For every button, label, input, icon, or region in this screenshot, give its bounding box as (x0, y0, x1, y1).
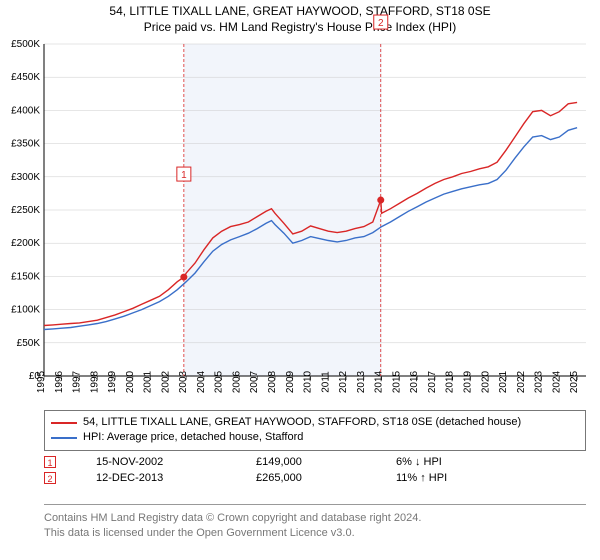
svg-text:£250K: £250K (11, 205, 40, 216)
legend-label-property: 54, LITTLE TIXALL LANE, GREAT HAYWOOD, S… (83, 415, 521, 430)
footer-copyright: Contains HM Land Registry data © Crown c… (44, 511, 586, 526)
chart-area: £0£50K£100K£150K£200K£250K£300K£350K£400… (44, 44, 586, 400)
sale-pct-vs-hpi: 6% ↓ HPI (396, 456, 516, 468)
svg-text:2019: 2019 (462, 370, 473, 393)
chart-title-line1: 54, LITTLE TIXALL LANE, GREAT HAYWOOD, S… (0, 4, 600, 18)
svg-text:2005: 2005 (214, 370, 225, 393)
svg-text:2001: 2001 (143, 370, 154, 393)
svg-text:£500K: £500K (11, 39, 40, 50)
svg-text:2012: 2012 (338, 370, 349, 393)
svg-text:2024: 2024 (551, 370, 562, 393)
svg-text:£350K: £350K (11, 139, 40, 150)
svg-text:2014: 2014 (374, 370, 385, 393)
svg-text:£300K: £300K (11, 172, 40, 183)
legend-label-hpi: HPI: Average price, detached house, Staf… (83, 430, 303, 445)
sale-pct-vs-hpi: 11% ↑ HPI (396, 472, 516, 484)
chart-title-line2: Price paid vs. HM Land Registry's House … (0, 20, 600, 34)
svg-text:1998: 1998 (89, 370, 100, 393)
svg-text:2: 2 (378, 18, 384, 29)
footer-licence: This data is licensed under the Open Gov… (44, 526, 586, 541)
svg-text:2022: 2022 (516, 370, 527, 393)
svg-text:2015: 2015 (391, 370, 402, 393)
legend-row-hpi: HPI: Average price, detached house, Staf… (51, 430, 579, 445)
svg-text:2008: 2008 (267, 370, 278, 393)
svg-text:£50K: £50K (17, 338, 41, 349)
legend-swatch-hpi (51, 437, 77, 439)
sales-row: 1 15-NOV-2002 £149,000 6% ↓ HPI (44, 454, 586, 470)
legend-swatch-property (51, 422, 77, 424)
svg-text:1999: 1999 (107, 370, 118, 393)
svg-text:2009: 2009 (285, 370, 296, 393)
svg-text:2018: 2018 (445, 370, 456, 393)
svg-text:£150K: £150K (11, 271, 40, 282)
sale-marker-1: 1 (44, 456, 56, 468)
svg-text:2023: 2023 (534, 370, 545, 393)
line-chart: £0£50K£100K£150K£200K£250K£300K£350K£400… (44, 44, 586, 400)
svg-text:2021: 2021 (498, 370, 509, 393)
legend-row-property: 54, LITTLE TIXALL LANE, GREAT HAYWOOD, S… (51, 415, 579, 430)
svg-text:2011: 2011 (320, 371, 331, 393)
sales-row: 2 12-DEC-2013 £265,000 11% ↑ HPI (44, 470, 586, 486)
svg-text:2006: 2006 (231, 370, 242, 393)
svg-text:2002: 2002 (160, 370, 171, 393)
svg-text:1997: 1997 (72, 370, 83, 393)
sale-price: £265,000 (256, 472, 356, 484)
svg-text:2010: 2010 (303, 370, 314, 393)
legend: 54, LITTLE TIXALL LANE, GREAT HAYWOOD, S… (44, 410, 586, 451)
sale-date: 15-NOV-2002 (96, 456, 216, 468)
svg-text:2004: 2004 (196, 370, 207, 393)
svg-text:2017: 2017 (427, 370, 438, 393)
svg-text:2003: 2003 (178, 370, 189, 393)
footer: Contains HM Land Registry data © Crown c… (44, 504, 586, 541)
svg-text:2000: 2000 (125, 370, 136, 393)
svg-text:1: 1 (181, 170, 187, 181)
svg-text:1996: 1996 (54, 370, 65, 393)
sale-price: £149,000 (256, 456, 356, 468)
svg-text:2016: 2016 (409, 370, 420, 393)
svg-text:£450K: £450K (11, 72, 40, 83)
sale-marker-2: 2 (44, 472, 56, 484)
svg-text:£400K: £400K (11, 105, 40, 116)
svg-text:£200K: £200K (11, 238, 40, 249)
sale-date: 12-DEC-2013 (96, 472, 216, 484)
svg-text:2020: 2020 (480, 370, 491, 393)
svg-text:2007: 2007 (249, 370, 260, 393)
sales-table: 1 15-NOV-2002 £149,000 6% ↓ HPI 2 12-DEC… (44, 454, 586, 486)
svg-text:1995: 1995 (36, 370, 47, 393)
svg-text:2013: 2013 (356, 370, 367, 393)
svg-text:2025: 2025 (569, 370, 580, 393)
svg-text:£100K: £100K (11, 305, 40, 316)
